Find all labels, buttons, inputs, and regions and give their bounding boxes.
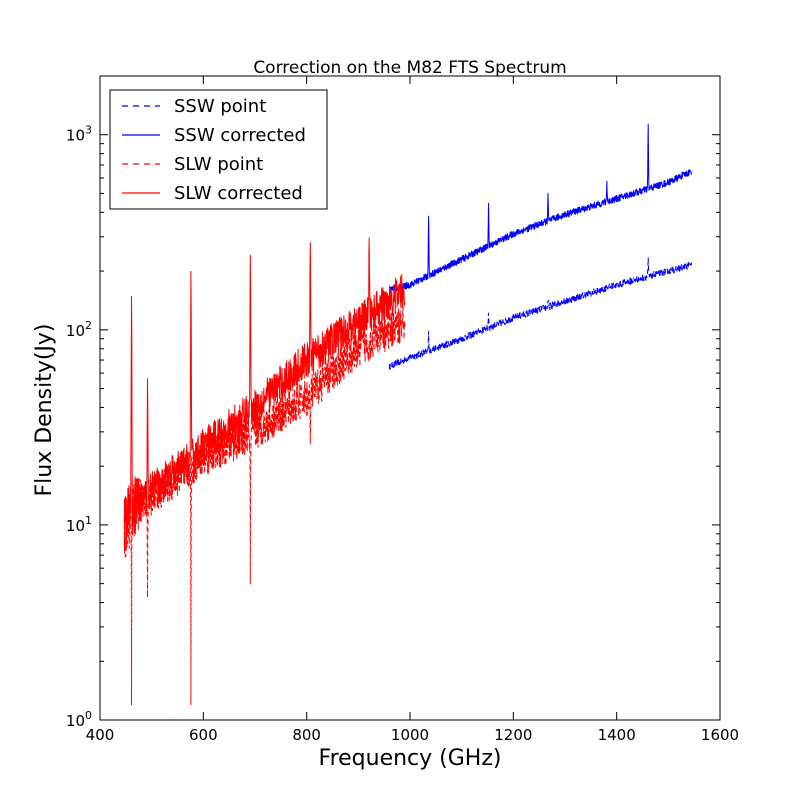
x-tick-label: 1600 [701, 726, 739, 744]
y-tick-label: 101 [66, 514, 92, 535]
x-axis-label: Frequency (GHz) [319, 746, 502, 771]
x-tick-label: 1000 [391, 726, 429, 744]
x-tick-label: 400 [86, 726, 115, 744]
x-tick-label: 600 [189, 726, 218, 744]
series-layer [123, 123, 693, 706]
legend-label-ssw-point: SSW point [174, 96, 266, 117]
legend-label-ssw-corrected: SSW corrected [174, 125, 306, 146]
series-line-ssw-point [388, 257, 693, 370]
series-line-slw-corrected [123, 237, 406, 552]
y-tick-label: 102 [66, 319, 92, 340]
series-line-slw-point [123, 305, 406, 706]
x-tick-label: 800 [292, 726, 321, 744]
legend-box [109, 89, 328, 210]
legend-label-slw-point: SLW point [174, 154, 263, 175]
x-tick-label: 1400 [598, 726, 636, 744]
series-line-ssw-corrected [389, 123, 693, 294]
chart-title: Correction on the M82 FTS Spectrum [253, 58, 566, 78]
x-tick-label: 1200 [494, 726, 532, 744]
ticks-layer: 400 600 800 1000 1200 1400 1600 100 101 102 103 [66, 75, 739, 744]
legend-label-slw-corrected: SLW corrected [174, 183, 303, 204]
y-axis-label: Flux Density(Jy) [32, 323, 57, 496]
legend: SSW point SSW corrected SLW point SLW co… [109, 89, 328, 210]
y-tick-label: 103 [66, 124, 92, 145]
y-tick-label: 100 [66, 709, 92, 730]
plot-area: 400 600 800 1000 1200 1400 1600 100 101 102 103 [66, 75, 739, 744]
